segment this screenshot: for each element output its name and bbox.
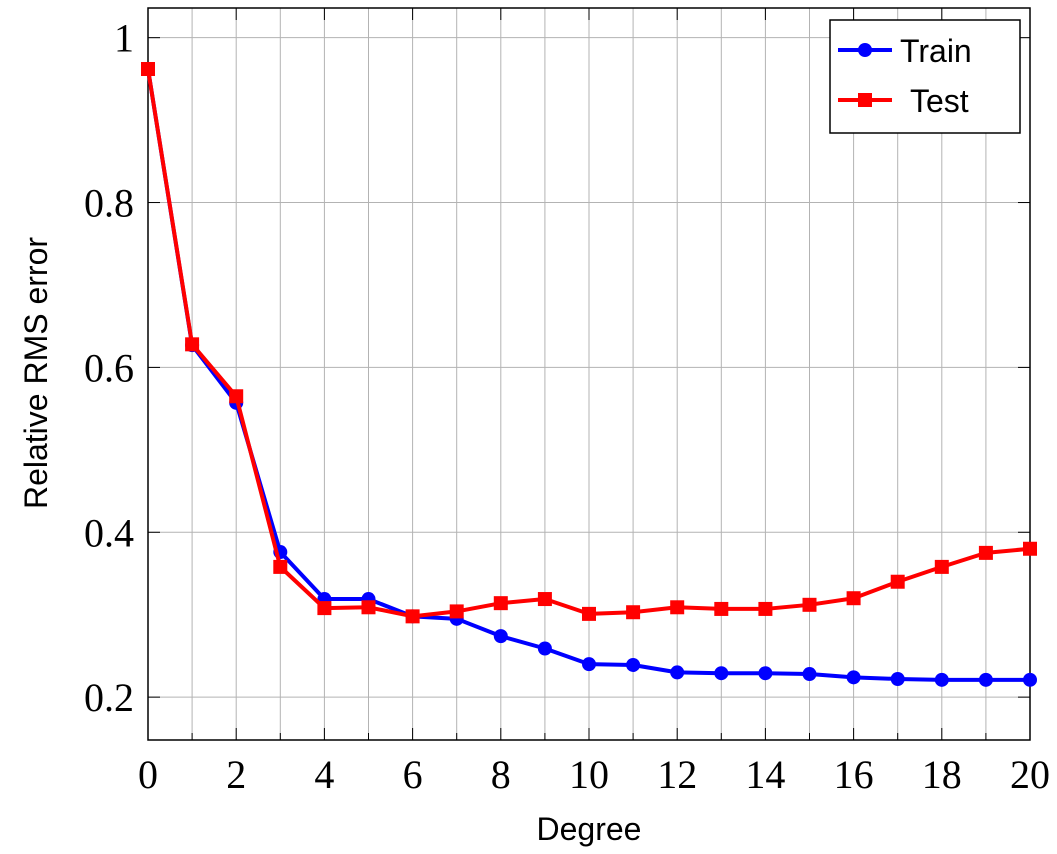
marker [1023, 672, 1037, 687]
y-axis-label: Relative RMS error [18, 237, 54, 509]
legend-label: Train [900, 33, 972, 69]
marker [890, 672, 905, 686]
marker [582, 606, 596, 621]
x-axis-label: Degree [537, 811, 642, 847]
marker [890, 574, 905, 589]
y-tick-label: 0.4 [84, 510, 134, 555]
marker [934, 559, 949, 574]
marker [273, 559, 288, 574]
marker [361, 600, 376, 615]
y-tick-label: 0.2 [84, 675, 134, 720]
marker [670, 665, 685, 680]
x-tick-label: 18 [922, 752, 962, 797]
marker [537, 592, 552, 607]
plot-frame [147, 7, 1031, 741]
y-tick-label: 0.6 [84, 345, 134, 390]
x-tick-label: 8 [491, 752, 511, 797]
x-tick-label: 10 [569, 752, 609, 797]
marker [626, 657, 641, 672]
marker [537, 641, 552, 656]
marker [846, 591, 861, 606]
legend-label: Test [910, 83, 969, 119]
marker [317, 601, 332, 616]
legend-box [829, 19, 1021, 134]
legend-marker [858, 93, 872, 107]
marker [405, 609, 420, 624]
marker [714, 666, 729, 681]
marker [714, 601, 729, 616]
marker [493, 629, 508, 644]
legend-marker [858, 43, 872, 57]
marker [978, 672, 993, 687]
y-tick-label: 0.8 [84, 181, 134, 226]
x-tick-label: 2 [226, 752, 246, 797]
marker [802, 667, 817, 682]
x-tick-label: 6 [403, 752, 423, 797]
marker [185, 337, 200, 352]
marker [934, 672, 949, 687]
y-tick-label: 1 [114, 16, 134, 61]
marker [1023, 541, 1037, 556]
marker [758, 601, 773, 616]
marker [493, 596, 508, 611]
marker [626, 605, 641, 620]
marker [758, 666, 773, 681]
marker [582, 657, 596, 672]
marker [670, 600, 685, 615]
x-tick-label: 20 [1010, 752, 1050, 797]
x-tick-label: 0 [138, 752, 158, 797]
x-tick-label: 12 [657, 752, 697, 797]
marker [802, 597, 817, 612]
x-tick-label: 16 [834, 752, 874, 797]
marker [449, 604, 464, 619]
marker [141, 62, 155, 76]
marker [229, 389, 244, 404]
marker [978, 545, 993, 560]
x-tick-label: 4 [314, 752, 334, 797]
marker [846, 670, 861, 685]
x-tick-label: 14 [745, 752, 785, 797]
